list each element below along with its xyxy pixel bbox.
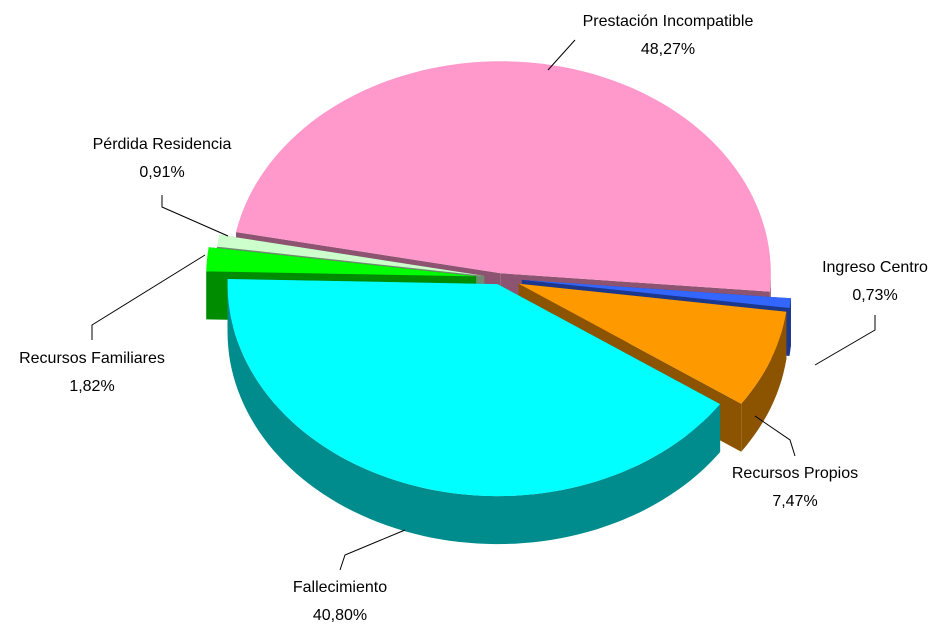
value-label: 48,27% — [641, 41, 695, 58]
slice-label: Pérdida Residencia — [93, 136, 232, 153]
slice-label: Prestación Incompatible — [583, 13, 754, 30]
slice-label: Recursos Propios — [732, 465, 858, 482]
leader-line — [161, 195, 229, 237]
value-label: 0,91% — [139, 164, 184, 181]
slice — [518, 283, 787, 404]
slice — [227, 279, 721, 497]
slice-wall — [227, 284, 721, 545]
leader-line — [339, 529, 406, 571]
slice — [521, 279, 791, 308]
slice-label: Fallecimiento — [293, 579, 387, 596]
value-label: 1,82% — [69, 378, 114, 395]
slice — [206, 247, 477, 277]
leader-line — [754, 415, 796, 457]
slice-label: Recursos Familiares — [19, 350, 165, 367]
value-label: 0,73% — [852, 287, 897, 304]
slice — [216, 234, 485, 276]
leader-line — [547, 39, 576, 71]
leader-line — [91, 254, 206, 340]
value-label: 7,47% — [772, 493, 817, 510]
slice-wall — [741, 311, 787, 452]
value-label: 40,80% — [313, 607, 367, 624]
slice-label: Ingreso Centro — [822, 259, 928, 276]
slice — [236, 61, 771, 292]
leader-line — [814, 315, 876, 366]
slice-wall — [789, 298, 791, 356]
